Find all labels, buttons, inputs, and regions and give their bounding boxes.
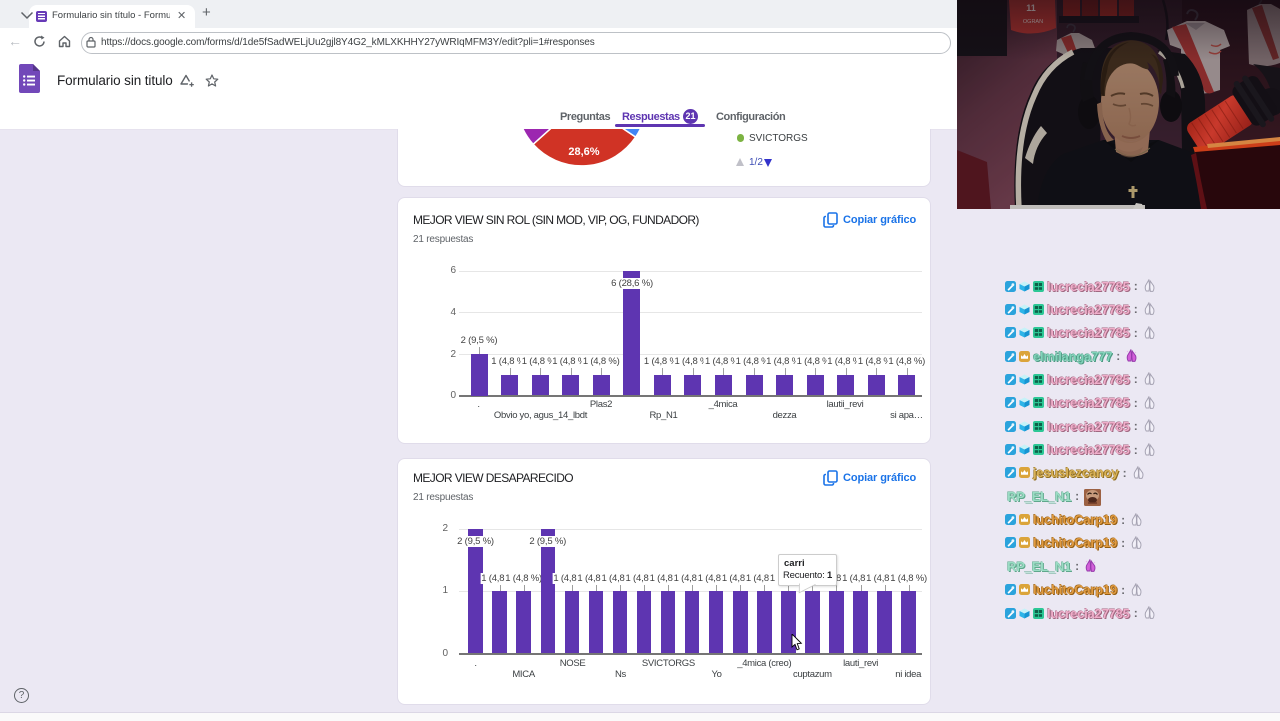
svg-text:28,6%: 28,6%	[568, 146, 599, 158]
